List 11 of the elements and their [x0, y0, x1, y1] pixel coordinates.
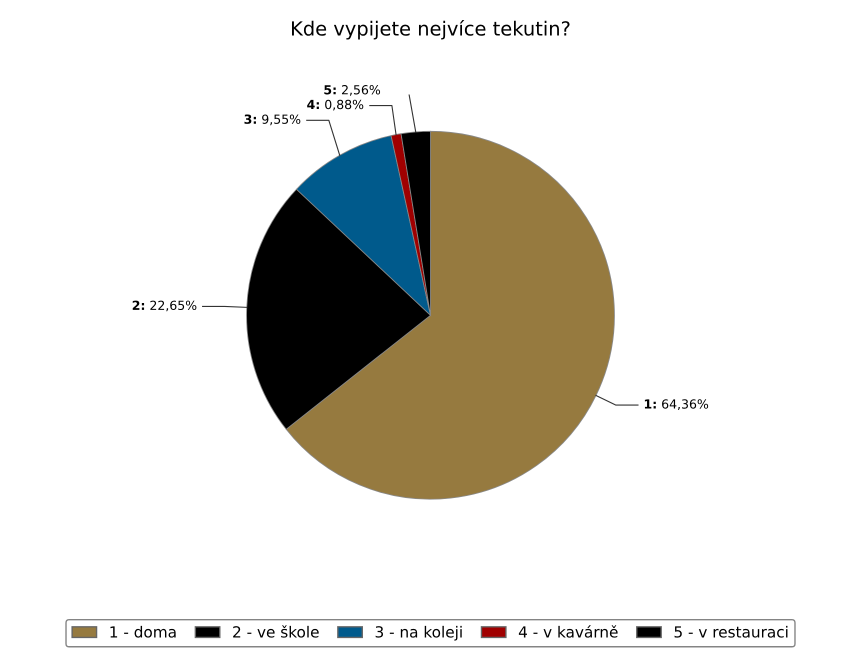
data-label: 3: 9,55% — [244, 114, 300, 126]
data-label: 2: 22,65% — [132, 300, 196, 312]
legend-label: 3 - na koleji — [376, 626, 462, 641]
legend-label: 4 - v kavárně — [518, 625, 618, 638]
data-label: 5: 2,56% — [324, 85, 380, 96]
data-label: 1: 64,36% — [644, 399, 708, 410]
legend-label: 1 - doma — [110, 626, 176, 638]
data-label: 4: 0,88% — [307, 100, 364, 110]
chart-title: Kde vypijete nejvíce tekutin? — [292, 20, 570, 40]
legend-label: 2 - ve škole — [233, 625, 319, 638]
legend-label: 5 - v restauraci — [674, 626, 788, 638]
